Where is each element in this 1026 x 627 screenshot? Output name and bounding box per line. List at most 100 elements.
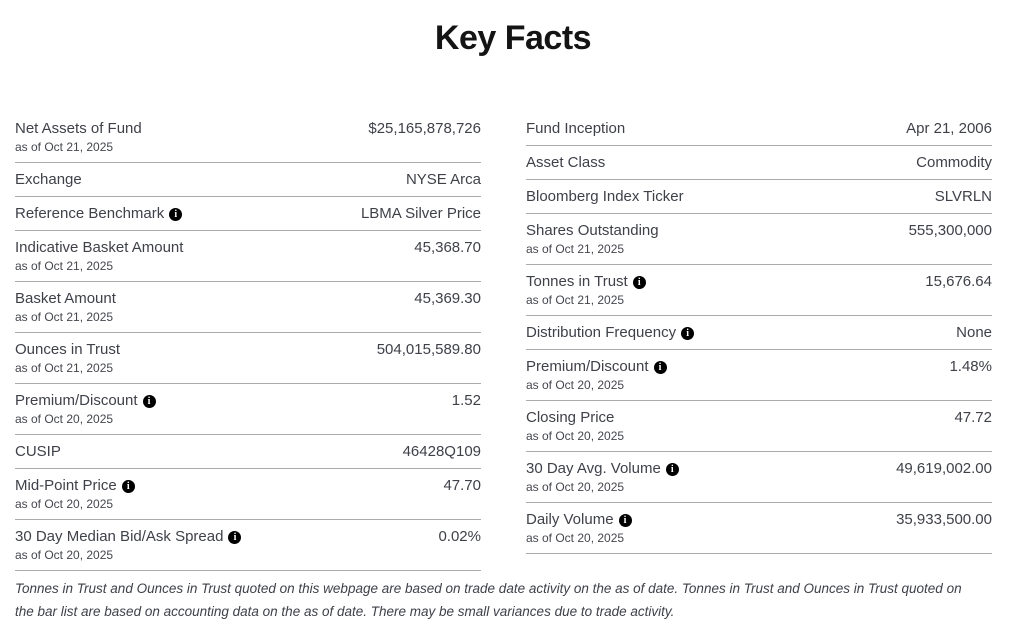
fact-label: 30 Day Median Bid/Ask Spread: [15, 528, 224, 545]
fact-label: Premium/Discount: [526, 358, 649, 375]
fact-row: Exchange NYSE Arca: [15, 163, 481, 197]
fact-row: Fund Inception Apr 21, 2006: [526, 112, 992, 146]
fact-value: 46428Q109: [402, 443, 481, 460]
fact-label: Bloomberg Index Ticker: [526, 188, 684, 205]
fact-label-wrap: 30 Day Avg. Volume i as of Oct 20, 2025: [526, 459, 679, 495]
fact-label-wrap: Reference Benchmark i: [15, 204, 183, 223]
key-facts-column-left: Net Assets of Fund as of Oct 21, 2025 $2…: [15, 112, 481, 571]
fact-label-wrap: Shares Outstanding as of Oct 21, 2025: [526, 221, 659, 257]
info-icon[interactable]: i: [228, 531, 242, 544]
page-title: Key Facts: [434, 19, 592, 57]
fact-row: Tonnes in Trust i as of Oct 21, 2025 15,6…: [526, 265, 992, 316]
fact-value: $25,165,878,726: [368, 120, 481, 137]
fact-label: Tonnes in Trust: [526, 273, 628, 290]
fact-label: Daily Volume: [526, 511, 614, 528]
fact-value: LBMA Silver Price: [360, 205, 481, 222]
fact-as-of-date: as of Oct 21, 2025: [526, 293, 625, 307]
fact-value: 35,933,500.00: [896, 511, 992, 528]
fact-row: CUSIP 46428Q109: [15, 435, 481, 469]
fact-label-wrap: Mid-Point Price i as of Oct 20, 2025: [15, 476, 135, 512]
fact-label-wrap: Exchange: [15, 170, 82, 189]
fact-label: Premium/Discount: [15, 392, 138, 409]
info-icon[interactable]: i: [121, 480, 135, 493]
fact-row: Distribution Frequency i None: [526, 316, 992, 350]
fact-label: Distribution Frequency: [526, 324, 677, 341]
fact-as-of-date: as of Oct 21, 2025: [15, 259, 114, 273]
fact-as-of-date: as of Oct 21, 2025: [15, 361, 114, 375]
fact-row: 30 Day Avg. Volume i as of Oct 20, 2025 4…: [526, 452, 992, 503]
fact-label-wrap: Distribution Frequency i: [526, 323, 695, 342]
fact-row: Shares Outstanding as of Oct 21, 2025 55…: [526, 214, 992, 265]
fact-value: Commodity: [916, 154, 992, 171]
fact-label-wrap: Bloomberg Index Ticker: [526, 187, 684, 206]
fact-label: Closing Price: [526, 409, 615, 426]
fact-label: Basket Amount: [15, 290, 116, 307]
fact-value: 49,619,002.00: [896, 460, 992, 477]
fact-as-of-date: as of Oct 20, 2025: [526, 378, 625, 392]
fact-label-wrap: Fund Inception: [526, 119, 625, 138]
fact-label: Reference Benchmark: [15, 205, 165, 222]
fact-value: 504,015,589.80: [376, 341, 481, 358]
fact-as-of-date: as of Oct 21, 2025: [526, 242, 625, 256]
fact-row: Indicative Basket Amount as of Oct 21, 2…: [15, 231, 481, 282]
fact-label-wrap: Premium/Discount i as of Oct 20, 2025: [15, 391, 156, 427]
fact-label: Asset Class: [526, 154, 606, 171]
info-icon[interactable]: i: [681, 327, 695, 340]
info-icon[interactable]: i: [665, 463, 679, 476]
fact-row: Basket Amount as of Oct 21, 2025 45,369.…: [15, 282, 481, 333]
fact-row: Asset Class Commodity: [526, 146, 992, 180]
fact-value: 15,676.64: [925, 273, 992, 290]
fact-value: 47.72: [954, 409, 992, 426]
key-facts-table: Net Assets of Fund as of Oct 21, 2025 $2…: [15, 112, 992, 571]
fact-label-wrap: Premium/Discount i as of Oct 20, 2025: [526, 357, 667, 393]
fact-as-of-date: as of Oct 20, 2025: [15, 497, 114, 511]
info-icon[interactable]: i: [142, 395, 156, 408]
key-facts-column-right: Fund Inception Apr 21, 2006 Asset Class …: [526, 112, 992, 571]
fact-label: Ounces in Trust: [15, 341, 121, 358]
fact-row: Premium/Discount i as of Oct 20, 2025 1.4…: [526, 350, 992, 401]
fact-value: 45,369.30: [414, 290, 481, 307]
fact-label: Mid-Point Price: [15, 477, 117, 494]
fact-as-of-date: as of Oct 20, 2025: [526, 429, 625, 443]
fact-value: 555,300,000: [908, 222, 992, 239]
fact-label: Exchange: [15, 171, 82, 188]
fact-label-wrap: CUSIP: [15, 442, 61, 461]
fact-row: Reference Benchmark i LBMA Silver Price: [15, 197, 481, 231]
info-icon[interactable]: i: [653, 361, 667, 374]
fact-value: SLVRLN: [934, 188, 992, 205]
fact-value: 0.02%: [438, 528, 481, 545]
fact-label: Net Assets of Fund: [15, 120, 142, 137]
fact-label-wrap: Basket Amount as of Oct 21, 2025: [15, 289, 116, 325]
fact-label-wrap: Indicative Basket Amount as of Oct 21, 2…: [15, 238, 183, 274]
fact-as-of-date: as of Oct 21, 2025: [15, 140, 114, 154]
footnote: Tonnes in Trust and Ounces in Trust quot…: [15, 581, 962, 619]
fact-label-wrap: Tonnes in Trust i as of Oct 21, 2025: [526, 272, 646, 308]
fact-label-wrap: 30 Day Median Bid/Ask Spread i as of Oct …: [15, 527, 242, 563]
fact-row: Closing Price as of Oct 20, 2025 47.72: [526, 401, 992, 452]
info-icon[interactable]: i: [169, 208, 183, 221]
fact-label-wrap: Net Assets of Fund as of Oct 21, 2025: [15, 119, 142, 155]
fact-value: NYSE Arca: [405, 171, 481, 188]
fact-as-of-date: as of Oct 20, 2025: [526, 531, 625, 545]
fact-row: 30 Day Median Bid/Ask Spread i as of Oct …: [15, 520, 481, 571]
fact-label-wrap: Daily Volume i as of Oct 20, 2025: [526, 510, 632, 546]
info-icon[interactable]: i: [618, 514, 632, 527]
fact-label: Fund Inception: [526, 120, 626, 137]
fact-row: Mid-Point Price i as of Oct 20, 2025 47.7…: [15, 469, 481, 520]
fact-label: Indicative Basket Amount: [15, 239, 184, 256]
fact-as-of-date: as of Oct 21, 2025: [15, 310, 114, 324]
fact-value: 1.48%: [949, 358, 992, 375]
fact-label: Shares Outstanding: [526, 222, 659, 239]
fact-row: Bloomberg Index Ticker SLVRLN: [526, 180, 992, 214]
fact-as-of-date: as of Oct 20, 2025: [526, 480, 625, 494]
fact-as-of-date: as of Oct 20, 2025: [15, 548, 114, 562]
fact-row: Premium/Discount i as of Oct 20, 2025 1.5…: [15, 384, 481, 435]
fact-label-wrap: Asset Class: [526, 153, 605, 172]
info-icon[interactable]: i: [632, 276, 646, 289]
fact-label-wrap: Ounces in Trust as of Oct 21, 2025: [15, 340, 120, 376]
fact-as-of-date: as of Oct 20, 2025: [15, 412, 114, 426]
fact-label-wrap: Closing Price as of Oct 20, 2025: [526, 408, 624, 444]
fact-row: Daily Volume i as of Oct 20, 2025 35,933,…: [526, 503, 992, 554]
fact-value: 45,368.70: [414, 239, 481, 256]
fact-label: 30 Day Avg. Volume: [526, 460, 661, 477]
